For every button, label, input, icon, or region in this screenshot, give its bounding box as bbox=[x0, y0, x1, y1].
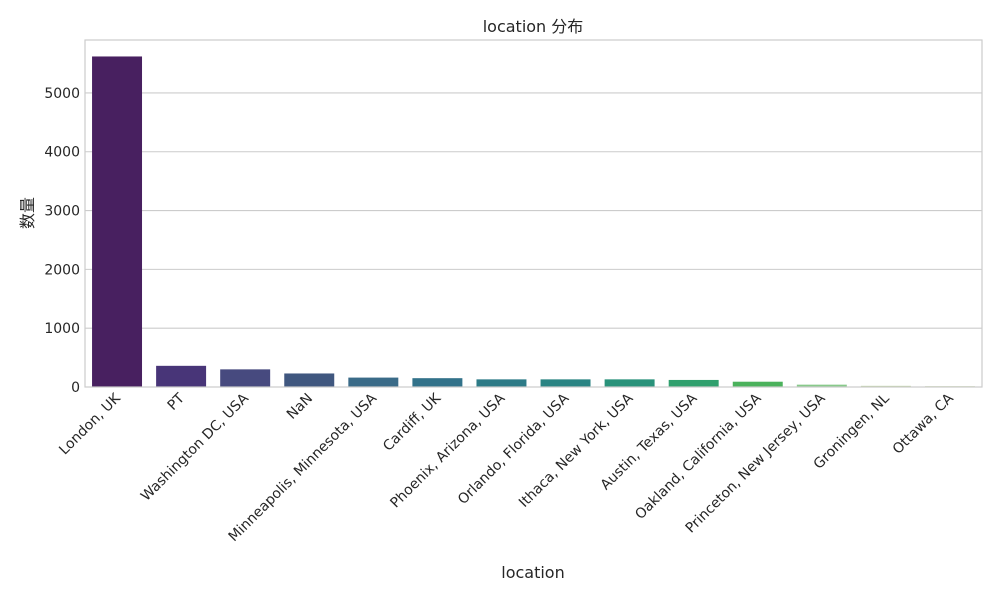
bar bbox=[732, 381, 783, 387]
x-tick-label: Cardiff, UK bbox=[380, 390, 445, 455]
plot-frame bbox=[84, 39, 983, 388]
y-axis-ticks: 0 1000 2000 3000 4000 5000 bbox=[44, 86, 80, 396]
chart-title: location 分布 bbox=[483, 17, 584, 36]
x-tick-label: Orlando, Florida, USA bbox=[455, 390, 573, 508]
y-tick-label: 2000 bbox=[44, 262, 80, 278]
y-tick-label: 3000 bbox=[44, 204, 80, 220]
x-tick-label: Phoenix, Arizona, USA bbox=[387, 390, 508, 511]
y-axis-label: 数量 bbox=[18, 197, 37, 229]
bar bbox=[540, 379, 591, 387]
y-tick-label: 4000 bbox=[44, 145, 80, 161]
x-tick-label: Ottawa, CA bbox=[890, 390, 957, 457]
x-tick-label: London, UK bbox=[56, 390, 124, 458]
x-tick-label: Ithaca, New York, USA bbox=[516, 390, 637, 511]
bar bbox=[668, 379, 719, 387]
bar bbox=[604, 379, 655, 387]
y-tick-label: 1000 bbox=[44, 321, 80, 337]
x-tick-label: Princeton, New Jersey, USA bbox=[683, 390, 829, 536]
bar bbox=[412, 378, 463, 387]
x-tick-label: NaN bbox=[284, 391, 316, 423]
x-tick-label: Oakland, California, USA bbox=[632, 390, 765, 523]
bars bbox=[92, 56, 975, 387]
x-tick-label: PT bbox=[165, 390, 189, 414]
bar bbox=[156, 365, 207, 387]
x-axis-label: location bbox=[501, 563, 564, 582]
bar bbox=[284, 373, 335, 387]
bar bbox=[476, 379, 527, 387]
y-tick-label: 5000 bbox=[44, 86, 80, 102]
bar bbox=[796, 384, 847, 387]
bar bbox=[220, 369, 271, 387]
grid-lines bbox=[85, 92, 982, 388]
bar bbox=[92, 56, 143, 387]
y-tick-label: 0 bbox=[71, 380, 80, 396]
bar bbox=[348, 377, 399, 387]
x-tick-label: Washington DC, USA bbox=[138, 390, 252, 504]
